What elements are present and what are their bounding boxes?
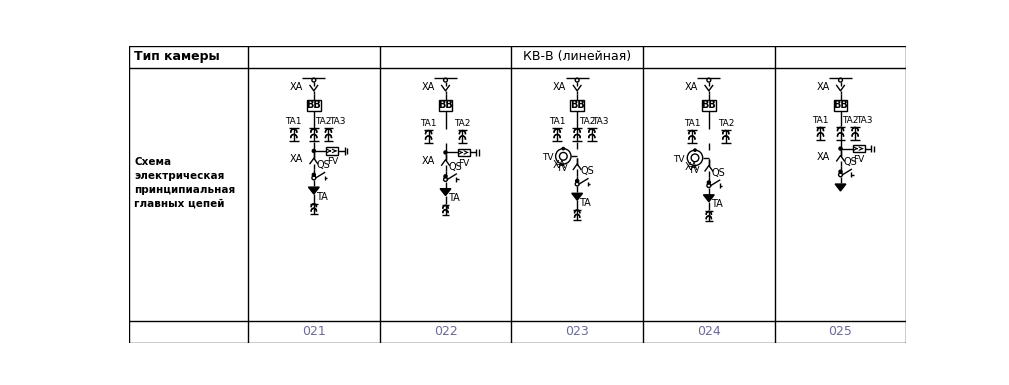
Text: 024: 024 bbox=[697, 325, 720, 338]
Bar bbox=[702, 100, 715, 111]
Circle shape bbox=[444, 175, 447, 178]
Text: TA3: TA3 bbox=[592, 117, 609, 126]
Text: QS: QS bbox=[844, 157, 858, 167]
Text: QS: QS bbox=[449, 162, 462, 172]
Circle shape bbox=[575, 179, 579, 182]
Text: XA: XA bbox=[290, 154, 303, 164]
Text: TA1: TA1 bbox=[286, 117, 302, 126]
Text: XA: XA bbox=[422, 82, 435, 92]
Text: XA: XA bbox=[553, 82, 566, 92]
Text: 025: 025 bbox=[828, 325, 853, 338]
Text: TA1: TA1 bbox=[549, 117, 565, 126]
Text: BB: BB bbox=[307, 100, 321, 110]
Text: TV: TV bbox=[688, 166, 699, 174]
Text: TA1: TA1 bbox=[812, 116, 828, 125]
Text: TA2: TA2 bbox=[717, 119, 734, 128]
Circle shape bbox=[313, 149, 316, 152]
Text: XA: XA bbox=[816, 152, 829, 162]
Circle shape bbox=[444, 151, 447, 154]
Text: Схема
электрическая
принципиальная
главных цепей: Схема электрическая принципиальная главн… bbox=[134, 157, 235, 209]
Text: XA: XA bbox=[685, 162, 698, 172]
Polygon shape bbox=[835, 184, 846, 191]
Bar bbox=[570, 100, 584, 111]
Text: TA2: TA2 bbox=[579, 117, 595, 126]
Text: TA2: TA2 bbox=[316, 117, 332, 126]
Text: BB: BB bbox=[833, 100, 848, 110]
Text: FV: FV bbox=[327, 157, 338, 166]
Text: BB: BB bbox=[701, 100, 716, 110]
Text: XA: XA bbox=[816, 82, 829, 92]
Text: 022: 022 bbox=[434, 325, 457, 338]
Text: TA1: TA1 bbox=[421, 119, 437, 128]
Text: XA: XA bbox=[422, 156, 435, 166]
Text: TA: TA bbox=[448, 193, 459, 203]
Polygon shape bbox=[309, 187, 319, 194]
Text: 021: 021 bbox=[302, 325, 326, 338]
Polygon shape bbox=[440, 189, 451, 196]
Circle shape bbox=[838, 147, 843, 150]
Circle shape bbox=[838, 170, 843, 173]
Text: Тип камеры: Тип камеры bbox=[134, 50, 220, 64]
Polygon shape bbox=[703, 195, 714, 202]
Bar bbox=[439, 100, 452, 111]
Circle shape bbox=[562, 147, 564, 150]
Text: FV: FV bbox=[854, 155, 865, 164]
Text: TA2: TA2 bbox=[843, 116, 859, 125]
Bar bbox=[458, 149, 470, 156]
Text: TA: TA bbox=[316, 192, 328, 202]
Text: TV: TV bbox=[556, 164, 567, 173]
Bar bbox=[307, 100, 321, 111]
Text: QS: QS bbox=[712, 168, 725, 178]
Bar bbox=[833, 100, 848, 111]
Text: TA2: TA2 bbox=[454, 119, 470, 128]
Text: XA: XA bbox=[553, 160, 566, 170]
Text: FV: FV bbox=[458, 159, 469, 167]
Text: TA: TA bbox=[711, 199, 722, 209]
Circle shape bbox=[707, 181, 710, 184]
Text: XA: XA bbox=[685, 82, 698, 92]
Bar bbox=[326, 147, 338, 155]
Bar bbox=[853, 145, 865, 152]
Text: TV: TV bbox=[542, 153, 553, 162]
Text: TA3: TA3 bbox=[856, 116, 873, 125]
Text: BB: BB bbox=[570, 100, 584, 110]
Circle shape bbox=[694, 149, 696, 151]
Circle shape bbox=[313, 173, 316, 176]
Text: QS: QS bbox=[317, 160, 331, 170]
Text: QS: QS bbox=[580, 166, 594, 176]
Text: TV: TV bbox=[673, 155, 685, 164]
Text: КВ-В (линейная): КВ-В (линейная) bbox=[523, 50, 631, 64]
Text: XA: XA bbox=[290, 82, 303, 92]
Text: TA1: TA1 bbox=[684, 119, 700, 128]
Text: TA: TA bbox=[579, 198, 591, 208]
Text: BB: BB bbox=[438, 100, 453, 110]
Text: 023: 023 bbox=[565, 325, 589, 338]
Polygon shape bbox=[572, 193, 582, 200]
Text: TA3: TA3 bbox=[329, 117, 346, 126]
